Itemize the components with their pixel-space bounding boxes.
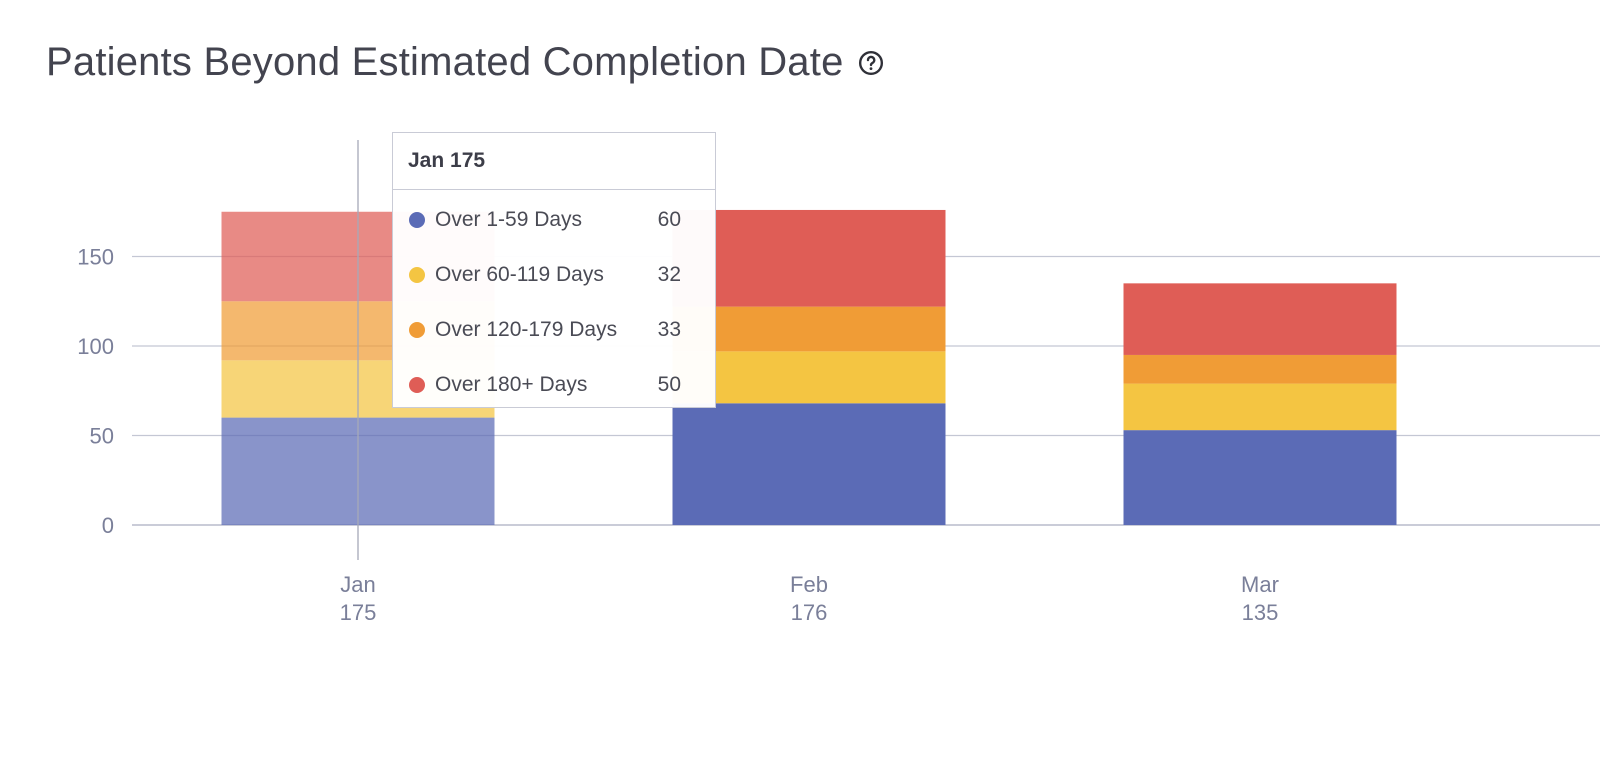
series-dot [409,322,425,338]
x-tick-label: Jan [340,572,375,597]
x-total-label: 175 [340,600,377,625]
tooltip-row-value: 60 [657,208,681,231]
bar-segment [672,209,946,307]
y-tick-label: 0 [102,513,114,538]
tooltip-row: Over 60-119 Days 32 [393,260,715,290]
tooltip-row-value: 50 [657,373,681,396]
tooltip-row: Over 1-59 Days 60 [393,205,715,235]
y-tick-label: 150 [77,245,114,270]
tooltip-row-label: Over 60-119 Days [435,263,604,286]
tooltip-title: Jan 175 [393,133,715,190]
tooltip-row: Over 180+ Days 50 [393,370,715,400]
question-circle-icon[interactable] [858,50,884,76]
bar-segment [1123,430,1397,525]
series-dot [409,267,425,283]
tooltip-row-label: Over 180+ Days [435,373,588,396]
bar-segment [1123,383,1397,431]
tooltip-row-value: 32 [657,263,681,286]
chart-title: Patients Beyond Estimated Completion Dat… [46,40,844,84]
y-tick-label: 100 [77,334,114,359]
bar-segment [672,306,946,352]
hover-tooltip: Jan 175 Over 1-59 Days 60 Over 60-119 Da… [392,132,716,408]
tooltip-row: Over 120-179 Days 33 [393,315,715,345]
series-dot [409,377,425,393]
series-dot [409,212,425,228]
bar-segment [672,351,946,404]
tooltip-row-label: Over 120-179 Days [435,318,618,341]
x-total-label: 176 [791,600,828,625]
bar-segment [1123,354,1397,384]
bar-segment [672,403,946,525]
y-tick-label: 50 [90,424,114,449]
bar-segment [1123,283,1397,355]
x-tick-label: Feb [790,572,828,597]
title-row: Patients Beyond Estimated Completion Dat… [46,40,884,85]
x-tick-label: Mar [1241,572,1279,597]
tooltip-row-value: 33 [657,318,681,341]
tooltip-row-label: Over 1-59 Days [435,208,583,231]
x-total-label: 135 [1242,600,1279,625]
